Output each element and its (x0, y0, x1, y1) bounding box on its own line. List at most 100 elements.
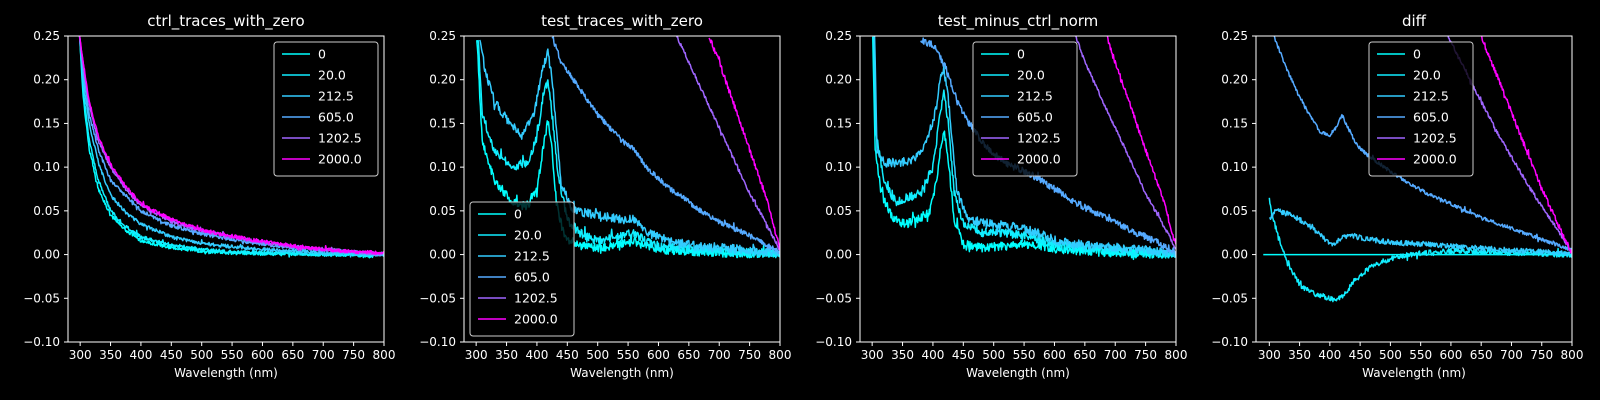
axes-frame (67, 35, 385, 343)
x-axis-label: Wavelength (nm) (174, 366, 278, 380)
y-tick-label: 0.25 (1221, 29, 1248, 43)
series-line-20.0 (872, 36, 1176, 259)
x-axis-label: Wavelength (nm) (570, 366, 674, 380)
y-tick-label: 0.20 (825, 73, 852, 87)
chart-title: test_minus_ctrl_norm (938, 12, 1099, 31)
legend-label: 20.0 (514, 228, 542, 243)
x-tick-label: 350 (1288, 348, 1311, 362)
x-tick-label: 650 (1470, 348, 1493, 362)
y-tick-label: −0.05 (1211, 291, 1248, 305)
x-tick-label: 600 (1043, 348, 1066, 362)
y-tick-label: 0.10 (825, 160, 852, 174)
x-tick-label: 550 (1409, 348, 1432, 362)
series-line-605.0 (1273, 36, 1572, 251)
legend-label: 212.5 (318, 89, 354, 104)
x-tick-label: 450 (952, 348, 975, 362)
plot-area (1263, 36, 1572, 303)
y-tick-label: 0.10 (1221, 160, 1248, 174)
y-tick-label: 0.15 (825, 116, 852, 130)
y-tick-label: 0.05 (429, 204, 456, 218)
legend: 0 20.0 212.5 605.0 1202.5 2000.0 (972, 41, 1078, 177)
series-line-212.5 (78, 36, 384, 258)
x-tick-label: 750 (1134, 348, 1157, 362)
x-tick-label: 350 (99, 348, 122, 362)
plot-area (872, 36, 1176, 261)
y-tick-label: 0.00 (825, 248, 852, 262)
y-tick-label: 0.15 (1221, 116, 1248, 130)
legend-label: 2000.0 (1017, 152, 1061, 167)
y-tick-label: 0.20 (429, 73, 456, 87)
x-tick-label: 700 (1500, 348, 1523, 362)
x-tick-label: 350 (495, 348, 518, 362)
y-tick-label: 0.00 (1221, 248, 1248, 262)
x-tick-label: 400 (1318, 348, 1341, 362)
y-tick-label: 0.10 (33, 160, 60, 174)
chart-panel-3: test_minus_ctrl_norm 300 350 400 450 500 550 60… (815, 12, 1187, 380)
plot-area (78, 36, 384, 259)
series-line-2000.0 (78, 36, 384, 256)
x-tick-label: 400 (129, 348, 152, 362)
x-tick-label: 450 (160, 348, 183, 362)
y-tick-label: 0.05 (825, 204, 852, 218)
legend-label: 0 (514, 207, 522, 222)
legend-label: 0 (1017, 47, 1025, 62)
chart-panel-4: diff 300 350 400 450 500 550 600 650 700 750 800 −0.… (1211, 12, 1583, 380)
x-tick-label: 750 (1530, 348, 1553, 362)
legend: 0 20.0 212.5 605.0 1202.5 2000.0 (469, 201, 575, 337)
axes-frame (1255, 35, 1573, 343)
x-tick-label: 650 (1073, 348, 1096, 362)
y-tick-label: 0.00 (429, 248, 456, 262)
y-tick-label: −0.10 (23, 335, 60, 349)
x-tick-label: 550 (1013, 348, 1036, 362)
series-line-212.5 (873, 36, 1176, 258)
x-tick-label: 650 (281, 348, 304, 362)
y-tick-label: −0.10 (815, 335, 852, 349)
legend-label: 1202.5 (514, 291, 558, 306)
legend-label: 605.0 (1017, 110, 1053, 125)
legend-label: 2000.0 (514, 312, 558, 327)
legend-label: 212.5 (1413, 89, 1449, 104)
legend-label: 605.0 (1413, 110, 1449, 125)
x-tick-label: 550 (221, 348, 244, 362)
x-tick-label: 700 (312, 348, 335, 362)
series-line-2000.0 (708, 37, 780, 251)
legend-label: 605.0 (514, 270, 550, 285)
y-tick-label: −0.10 (1211, 335, 1248, 349)
x-tick-label: 450 (556, 348, 579, 362)
x-tick-label: 700 (708, 348, 731, 362)
y-tick-label: 0.25 (33, 29, 60, 43)
x-tick-label: 300 (69, 348, 92, 362)
series-line-212.5 (1269, 208, 1572, 257)
x-tick-label: 800 (1165, 348, 1188, 362)
legend-label: 212.5 (1017, 89, 1053, 104)
x-tick-label: 500 (190, 348, 213, 362)
x-tick-label: 300 (1258, 348, 1281, 362)
y-tick-label: 0.15 (429, 116, 456, 130)
x-tick-label: 500 (586, 348, 609, 362)
y-tick-label: −0.05 (815, 291, 852, 305)
legend-label: 1202.5 (318, 131, 362, 146)
x-tick-label: 400 (921, 348, 944, 362)
series-line-605.0 (920, 37, 1176, 255)
chart-panel-2: test_traces_with_zero 300 350 400 450 500 550 6… (419, 12, 791, 380)
legend-label: 20.0 (318, 68, 346, 83)
x-tick-label: 600 (1439, 348, 1462, 362)
chart-title: test_traces_with_zero (541, 12, 703, 31)
legend-label: 20.0 (1413, 68, 1441, 83)
legend-label: 212.5 (514, 249, 550, 264)
x-tick-label: 800 (373, 348, 396, 362)
y-tick-label: 0.20 (1221, 73, 1248, 87)
x-tick-label: 600 (647, 348, 670, 362)
x-tick-label: 350 (891, 348, 914, 362)
x-tick-label: 500 (982, 348, 1005, 362)
y-tick-label: 0.05 (33, 204, 60, 218)
x-tick-label: 800 (769, 348, 792, 362)
axes-frame (463, 35, 781, 343)
legend-label: 20.0 (1017, 68, 1045, 83)
x-axis-label: Wavelength (nm) (966, 366, 1070, 380)
x-tick-label: 700 (1104, 348, 1127, 362)
y-tick-label: 0.20 (33, 73, 60, 87)
y-tick-label: 0.25 (429, 29, 456, 43)
